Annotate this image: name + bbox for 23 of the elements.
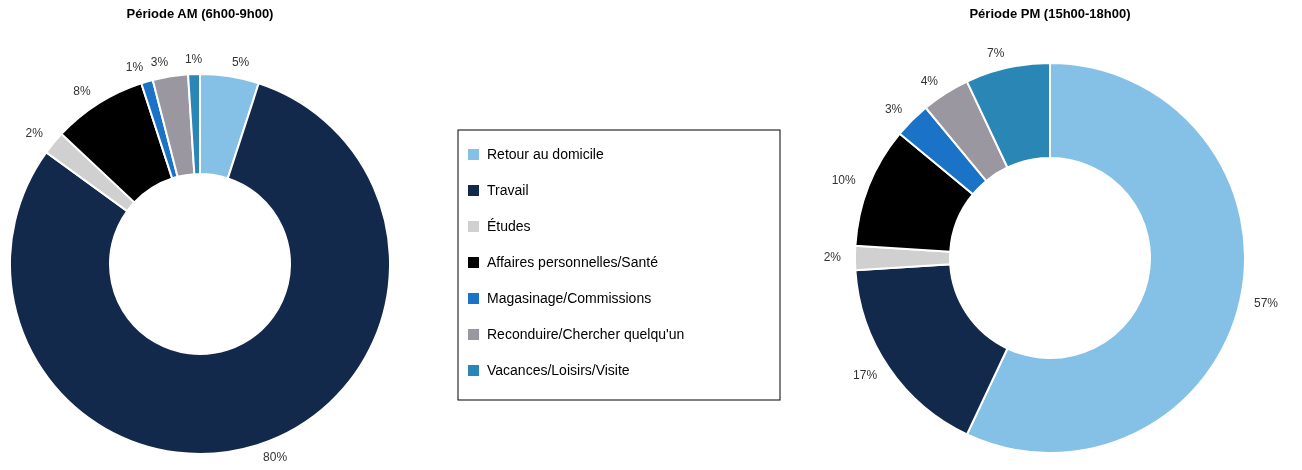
data-label: 10%: [831, 173, 856, 188]
legend-label: Magasinage/Commissions: [487, 289, 652, 306]
legend-label: Travail: [487, 181, 529, 198]
data-label: 3%: [884, 102, 903, 117]
legend-label: Reconduire/Chercher quelqu'un: [487, 325, 685, 342]
data-label: 4%: [920, 73, 939, 88]
data-label: 7%: [987, 46, 1005, 61]
data-label: 5%: [231, 54, 250, 69]
data-label: 2%: [25, 126, 44, 141]
legend-label: Études: [487, 217, 531, 234]
data-label: 1%: [125, 60, 144, 75]
data-label: 1%: [184, 52, 203, 67]
legend-label: Vacances/Loisirs/Visite: [487, 361, 630, 378]
data-label: 80%: [263, 450, 288, 465]
data-label: 3%: [150, 54, 169, 69]
data-label: 57%: [1253, 295, 1279, 310]
data-label: 17%: [853, 367, 878, 382]
chart-title: Période AM (6h00-9h00): [126, 6, 274, 21]
legend-label: Retour au domicile: [487, 145, 604, 162]
legend-label: Affaires personnelles/Santé: [487, 253, 659, 270]
data-label: 2%: [823, 250, 842, 265]
chart-title: Période PM (15h00-18h00): [969, 6, 1131, 21]
data-label: 8%: [73, 83, 92, 98]
